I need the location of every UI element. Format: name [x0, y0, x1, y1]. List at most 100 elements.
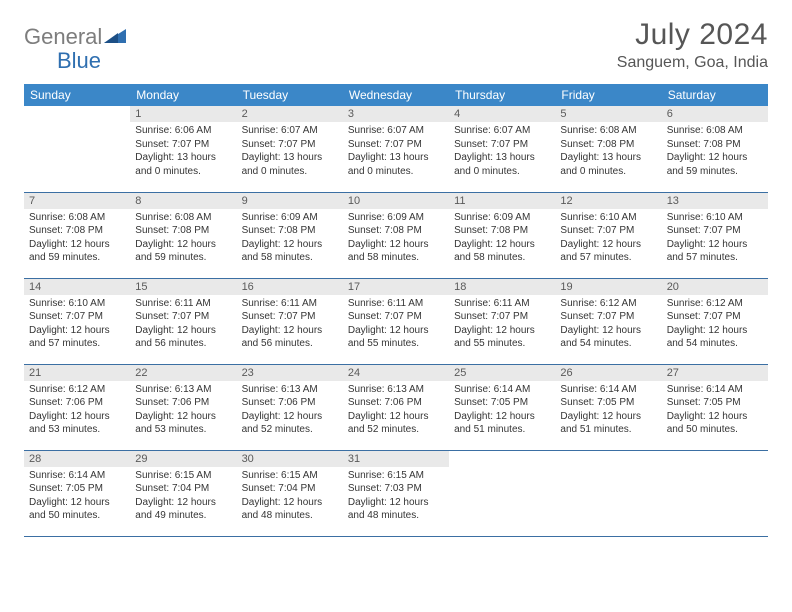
- daylight-text: Daylight: 12 hours and 54 minutes.: [667, 324, 763, 351]
- calendar-day-cell: 25Sunrise: 6:14 AMSunset: 7:05 PMDayligh…: [449, 364, 555, 450]
- sunset-text: Sunset: 7:08 PM: [135, 224, 231, 238]
- sunset-text: Sunset: 7:05 PM: [454, 396, 550, 410]
- calendar-day-cell: 31Sunrise: 6:15 AMSunset: 7:03 PMDayligh…: [343, 450, 449, 536]
- sunset-text: Sunset: 7:08 PM: [348, 224, 444, 238]
- calendar-week-row: 1Sunrise: 6:06 AMSunset: 7:07 PMDaylight…: [24, 106, 768, 192]
- sunrise-text: Sunrise: 6:15 AM: [348, 469, 444, 483]
- day-number: 21: [24, 365, 130, 381]
- daylight-text: Daylight: 12 hours and 50 minutes.: [29, 496, 125, 523]
- day-details: Sunrise: 6:10 AMSunset: 7:07 PMDaylight:…: [555, 209, 661, 269]
- daylight-text: Daylight: 12 hours and 56 minutes.: [242, 324, 338, 351]
- calendar-day-cell: 14Sunrise: 6:10 AMSunset: 7:07 PMDayligh…: [24, 278, 130, 364]
- sunrise-text: Sunrise: 6:10 AM: [667, 211, 763, 225]
- day-details: Sunrise: 6:13 AMSunset: 7:06 PMDaylight:…: [237, 381, 343, 441]
- daylight-text: Daylight: 12 hours and 57 minutes.: [560, 238, 656, 265]
- daylight-text: Daylight: 12 hours and 50 minutes.: [667, 410, 763, 437]
- calendar-day-cell: 6Sunrise: 6:08 AMSunset: 7:08 PMDaylight…: [662, 106, 768, 192]
- daylight-text: Daylight: 13 hours and 0 minutes.: [135, 151, 231, 178]
- calendar-day-cell: 19Sunrise: 6:12 AMSunset: 7:07 PMDayligh…: [555, 278, 661, 364]
- day-number: 11: [449, 193, 555, 209]
- sunset-text: Sunset: 7:08 PM: [242, 224, 338, 238]
- sunset-text: Sunset: 7:05 PM: [29, 482, 125, 496]
- calendar-day-cell: 30Sunrise: 6:15 AMSunset: 7:04 PMDayligh…: [237, 450, 343, 536]
- day-number: 12: [555, 193, 661, 209]
- weekday-header: Thursday: [449, 84, 555, 106]
- day-number: 6: [662, 106, 768, 122]
- calendar-day-cell: 3Sunrise: 6:07 AMSunset: 7:07 PMDaylight…: [343, 106, 449, 192]
- sunset-text: Sunset: 7:07 PM: [242, 310, 338, 324]
- location-subtitle: Sanguem, Goa, India: [617, 54, 768, 72]
- sunrise-text: Sunrise: 6:12 AM: [667, 297, 763, 311]
- day-details: Sunrise: 6:09 AMSunset: 7:08 PMDaylight:…: [343, 209, 449, 269]
- sunrise-text: Sunrise: 6:13 AM: [242, 383, 338, 397]
- weekday-header: Friday: [555, 84, 661, 106]
- day-number: 20: [662, 279, 768, 295]
- sunrise-text: Sunrise: 6:14 AM: [454, 383, 550, 397]
- day-details: Sunrise: 6:06 AMSunset: 7:07 PMDaylight:…: [130, 122, 236, 182]
- day-number: 28: [24, 451, 130, 467]
- sunrise-text: Sunrise: 6:11 AM: [242, 297, 338, 311]
- day-number: 10: [343, 193, 449, 209]
- daylight-text: Daylight: 12 hours and 54 minutes.: [560, 324, 656, 351]
- calendar-week-row: 7Sunrise: 6:08 AMSunset: 7:08 PMDaylight…: [24, 192, 768, 278]
- calendar-day-cell: 4Sunrise: 6:07 AMSunset: 7:07 PMDaylight…: [449, 106, 555, 192]
- calendar-day-cell: 7Sunrise: 6:08 AMSunset: 7:08 PMDaylight…: [24, 192, 130, 278]
- sunset-text: Sunset: 7:07 PM: [29, 310, 125, 324]
- sunset-text: Sunset: 7:04 PM: [135, 482, 231, 496]
- calendar-day-cell: [555, 450, 661, 536]
- day-details: Sunrise: 6:14 AMSunset: 7:05 PMDaylight:…: [449, 381, 555, 441]
- daylight-text: Daylight: 12 hours and 53 minutes.: [135, 410, 231, 437]
- sunrise-text: Sunrise: 6:12 AM: [560, 297, 656, 311]
- calendar-week-row: 14Sunrise: 6:10 AMSunset: 7:07 PMDayligh…: [24, 278, 768, 364]
- sunset-text: Sunset: 7:07 PM: [667, 224, 763, 238]
- day-number: 7: [24, 193, 130, 209]
- sunrise-text: Sunrise: 6:14 AM: [667, 383, 763, 397]
- calendar-day-cell: 22Sunrise: 6:13 AMSunset: 7:06 PMDayligh…: [130, 364, 236, 450]
- sunset-text: Sunset: 7:07 PM: [348, 138, 444, 152]
- brand-text-general: General: [24, 24, 102, 50]
- sunrise-text: Sunrise: 6:06 AM: [135, 124, 231, 138]
- day-number: 18: [449, 279, 555, 295]
- day-details: Sunrise: 6:11 AMSunset: 7:07 PMDaylight:…: [449, 295, 555, 355]
- day-number: 16: [237, 279, 343, 295]
- day-details: Sunrise: 6:07 AMSunset: 7:07 PMDaylight:…: [449, 122, 555, 182]
- daylight-text: Daylight: 12 hours and 58 minutes.: [454, 238, 550, 265]
- sunset-text: Sunset: 7:07 PM: [242, 138, 338, 152]
- day-details: Sunrise: 6:09 AMSunset: 7:08 PMDaylight:…: [237, 209, 343, 269]
- day-number: 31: [343, 451, 449, 467]
- day-number: 23: [237, 365, 343, 381]
- sunrise-text: Sunrise: 6:15 AM: [242, 469, 338, 483]
- daylight-text: Daylight: 12 hours and 55 minutes.: [454, 324, 550, 351]
- weekday-header: Wednesday: [343, 84, 449, 106]
- day-details: Sunrise: 6:12 AMSunset: 7:07 PMDaylight:…: [555, 295, 661, 355]
- sunset-text: Sunset: 7:07 PM: [454, 310, 550, 324]
- day-details: Sunrise: 6:08 AMSunset: 7:08 PMDaylight:…: [24, 209, 130, 269]
- sunset-text: Sunset: 7:06 PM: [242, 396, 338, 410]
- day-details: Sunrise: 6:11 AMSunset: 7:07 PMDaylight:…: [237, 295, 343, 355]
- calendar-day-cell: 23Sunrise: 6:13 AMSunset: 7:06 PMDayligh…: [237, 364, 343, 450]
- calendar-week-row: 21Sunrise: 6:12 AMSunset: 7:06 PMDayligh…: [24, 364, 768, 450]
- calendar-day-cell: 11Sunrise: 6:09 AMSunset: 7:08 PMDayligh…: [449, 192, 555, 278]
- day-number: 30: [237, 451, 343, 467]
- calendar-day-cell: 20Sunrise: 6:12 AMSunset: 7:07 PMDayligh…: [662, 278, 768, 364]
- calendar-day-cell: 9Sunrise: 6:09 AMSunset: 7:08 PMDaylight…: [237, 192, 343, 278]
- day-details: Sunrise: 6:14 AMSunset: 7:05 PMDaylight:…: [555, 381, 661, 441]
- day-number: 1: [130, 106, 236, 122]
- sunrise-text: Sunrise: 6:12 AM: [29, 383, 125, 397]
- daylight-text: Daylight: 12 hours and 57 minutes.: [29, 324, 125, 351]
- daylight-text: Daylight: 12 hours and 59 minutes.: [135, 238, 231, 265]
- day-number: 22: [130, 365, 236, 381]
- daylight-text: Daylight: 13 hours and 0 minutes.: [560, 151, 656, 178]
- sunrise-text: Sunrise: 6:11 AM: [348, 297, 444, 311]
- brand-triangle-icon: [104, 27, 126, 48]
- day-details: Sunrise: 6:14 AMSunset: 7:05 PMDaylight:…: [24, 467, 130, 527]
- calendar-page: General July 2024 Sanguem, Goa, India Bl…: [0, 0, 792, 555]
- calendar-day-cell: 1Sunrise: 6:06 AMSunset: 7:07 PMDaylight…: [130, 106, 236, 192]
- sunrise-text: Sunrise: 6:13 AM: [348, 383, 444, 397]
- calendar-week-row: 28Sunrise: 6:14 AMSunset: 7:05 PMDayligh…: [24, 450, 768, 536]
- daylight-text: Daylight: 12 hours and 49 minutes.: [135, 496, 231, 523]
- sunset-text: Sunset: 7:06 PM: [135, 396, 231, 410]
- daylight-text: Daylight: 12 hours and 52 minutes.: [242, 410, 338, 437]
- daylight-text: Daylight: 13 hours and 0 minutes.: [454, 151, 550, 178]
- day-number: 14: [24, 279, 130, 295]
